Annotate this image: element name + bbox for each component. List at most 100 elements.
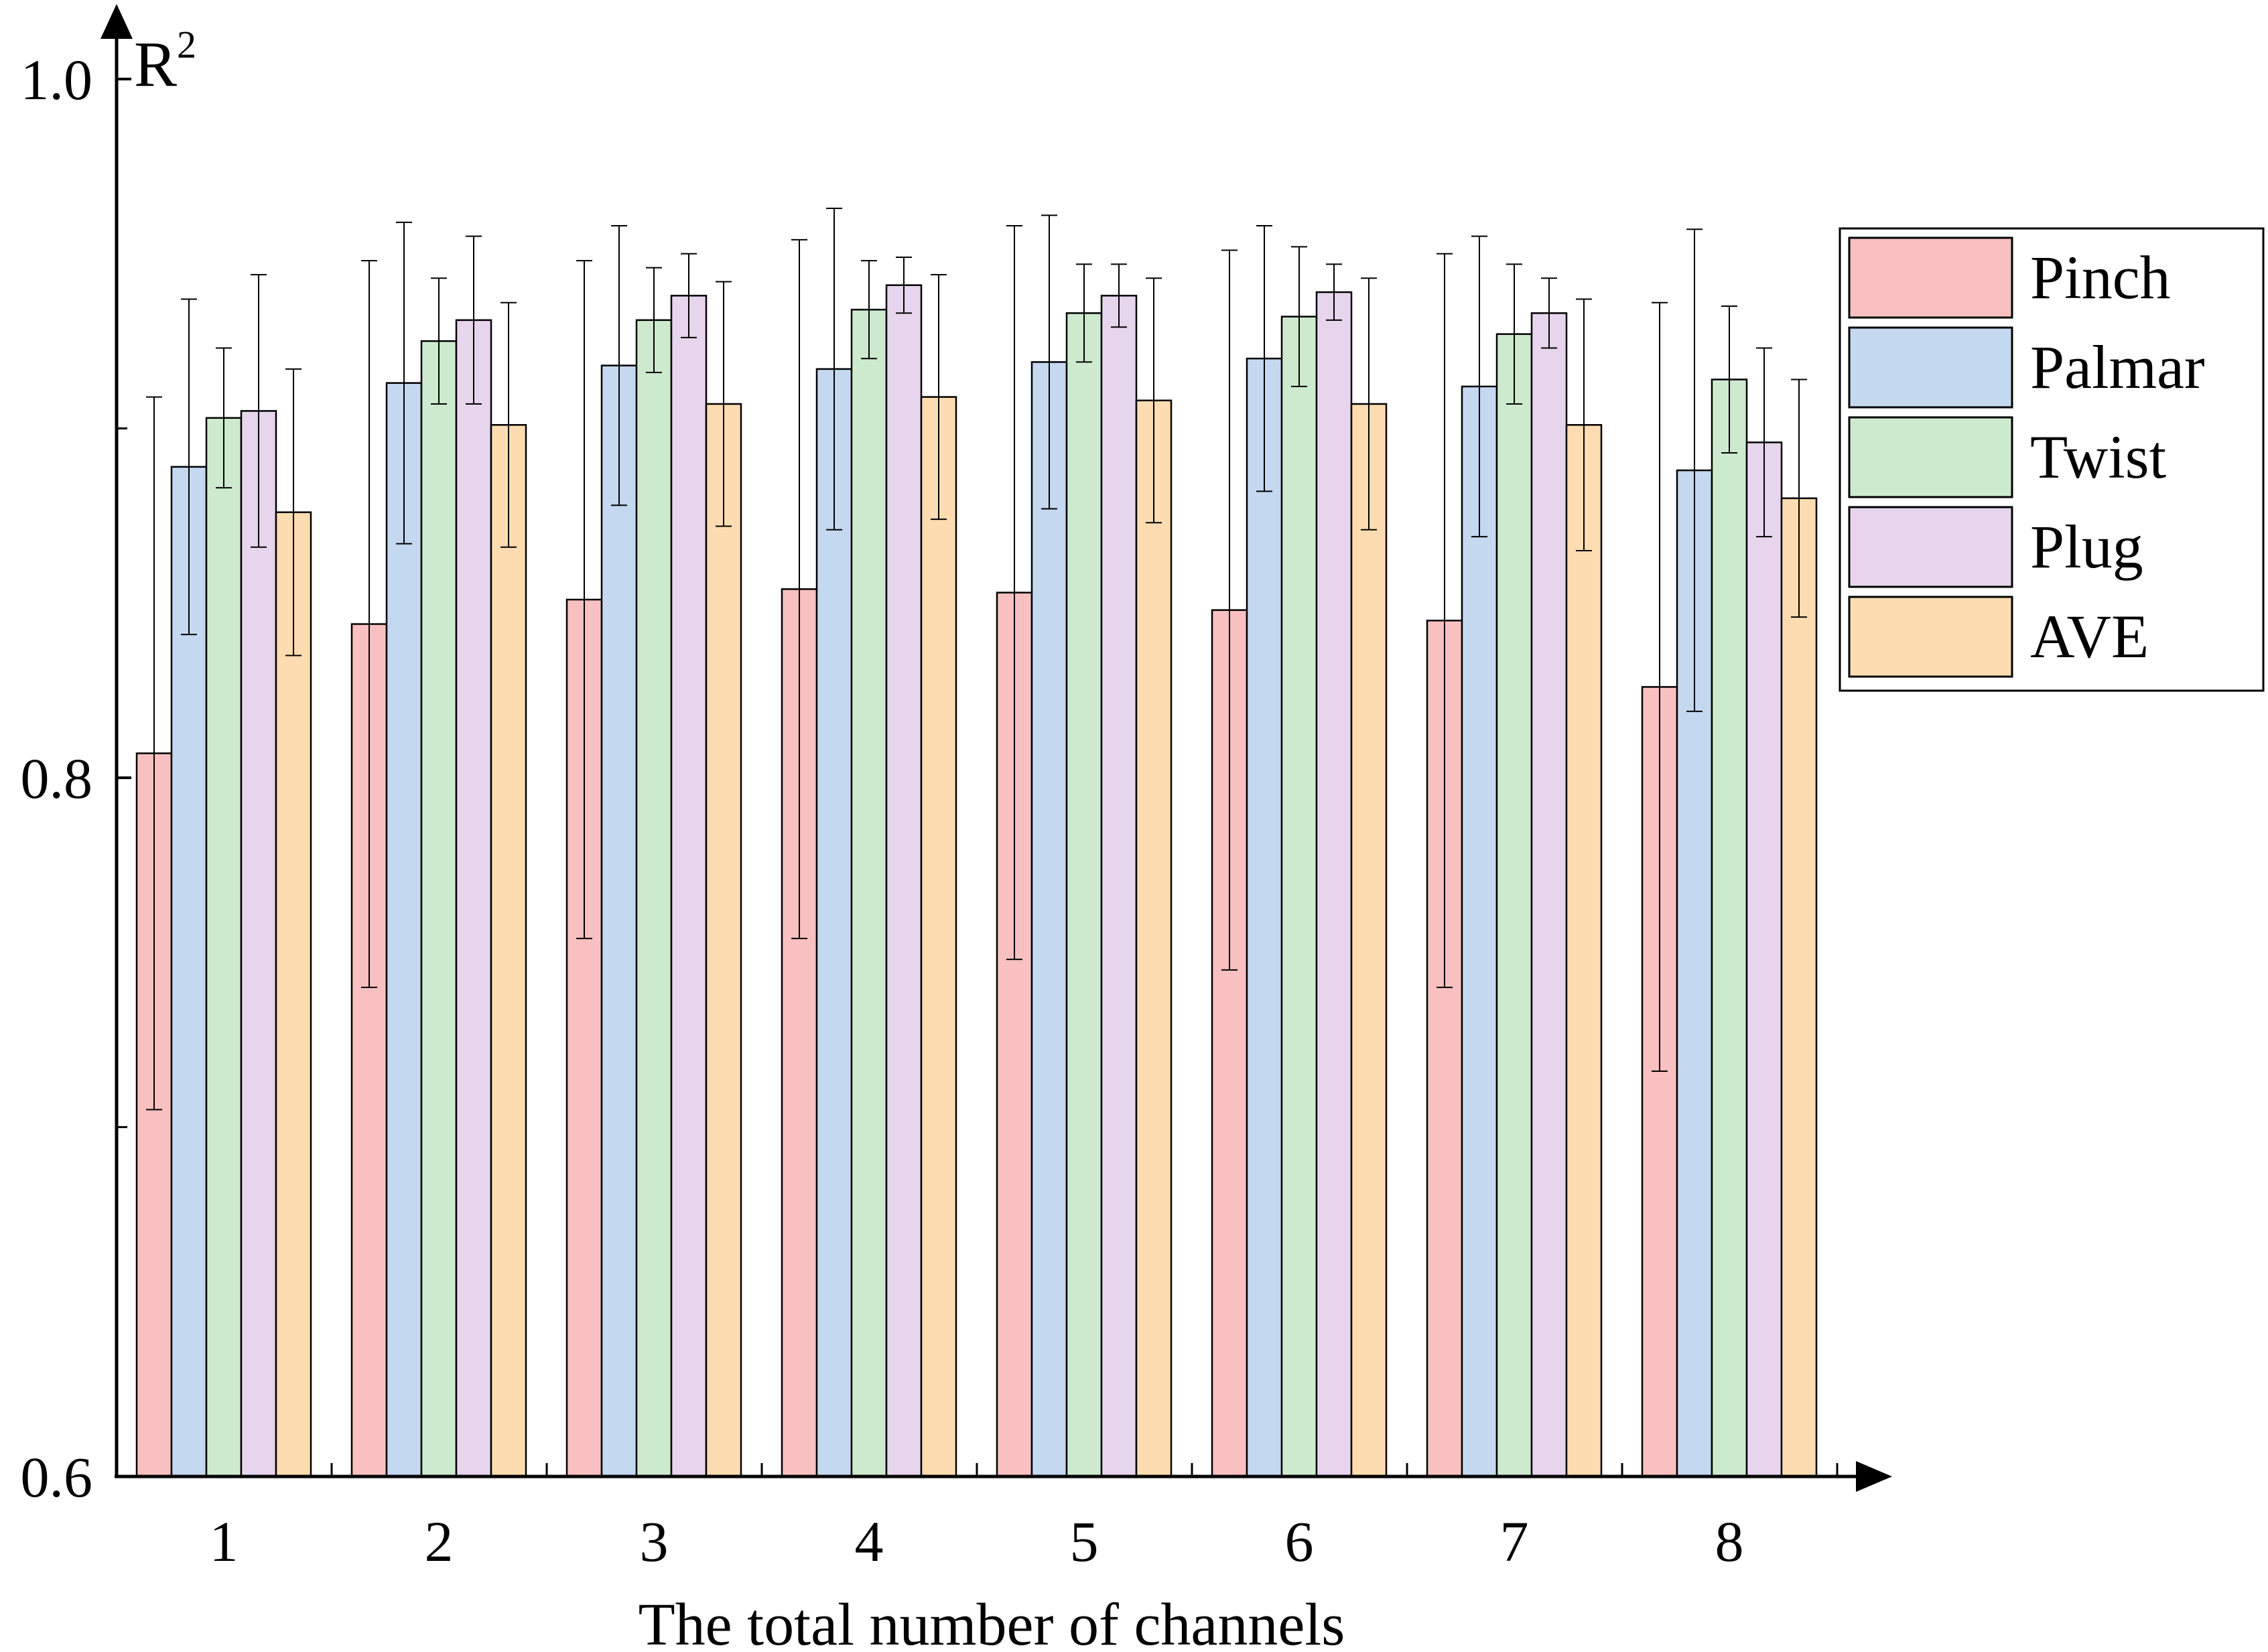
bar-palmar-5 xyxy=(1030,361,1068,1478)
error-bar-palmar-3 xyxy=(611,225,627,506)
y-ticks: 0.6 0.8 1.0 xyxy=(21,48,131,1509)
y-axis-arrow-icon xyxy=(101,4,133,39)
bar-palmar-3 xyxy=(600,364,638,1478)
error-bar-plug-4 xyxy=(896,256,912,314)
legend-swatch-ave xyxy=(1848,596,2013,678)
bar-ave-6 xyxy=(1350,403,1388,1478)
bar-palmar-2 xyxy=(385,382,423,1478)
error-bar-ave-4 xyxy=(931,274,947,521)
error-bar-twist-1 xyxy=(216,347,232,489)
error-bar-palmar-1 xyxy=(181,298,197,636)
error-bar-palmar-8 xyxy=(1686,228,1703,712)
error-bar-plug-5 xyxy=(1111,263,1127,328)
error-bar-ave-1 xyxy=(285,368,302,657)
x-tick-label: 2 xyxy=(425,1509,454,1574)
x-ticks: 1 2 3 4 5 6 7 8 xyxy=(210,1463,1839,1574)
error-bar-pinch-8 xyxy=(1652,301,1668,1073)
bars-layer xyxy=(135,284,1818,1478)
x-tick-label: 4 xyxy=(855,1509,884,1574)
x-tick-label: 8 xyxy=(1715,1509,1744,1574)
error-bar-pinch-3 xyxy=(576,260,592,939)
bar-ave-4 xyxy=(920,396,957,1478)
y-tick-label: 1.0 xyxy=(21,48,93,112)
x-tick-label: 1 xyxy=(210,1509,239,1574)
bar-plug-1 xyxy=(240,410,277,1478)
error-bar-ave-8 xyxy=(1791,378,1807,618)
legend-label-pinch: Pinch xyxy=(2030,243,2171,312)
bar-plug-2 xyxy=(455,319,492,1478)
error-bar-twist-7 xyxy=(1506,263,1522,405)
error-bar-pinch-5 xyxy=(1006,225,1022,961)
y-axis-title: R2 xyxy=(134,23,196,100)
legend-label-twist: Twist xyxy=(2030,423,2167,491)
bar-twist-1 xyxy=(205,417,243,1478)
bar-ave-1 xyxy=(275,511,312,1478)
bar-plug-8 xyxy=(1745,441,1783,1478)
x-axis-title: The total number of channels xyxy=(639,1592,1345,1652)
bar-plug-3 xyxy=(670,295,708,1478)
bar-twist-7 xyxy=(1495,333,1533,1478)
error-bar-ave-2 xyxy=(501,301,517,548)
bar-twist-8 xyxy=(1711,378,1748,1478)
error-bar-ave-7 xyxy=(1576,298,1592,552)
error-bar-twist-5 xyxy=(1076,263,1092,363)
legend-swatch-plug xyxy=(1848,506,2013,588)
legend-label-ave: AVE xyxy=(2030,602,2149,671)
error-bar-plug-2 xyxy=(466,235,482,405)
error-bar-ave-6 xyxy=(1361,277,1377,531)
bar-palmar-4 xyxy=(815,368,853,1478)
error-bar-plug-3 xyxy=(681,253,697,338)
y-axis-title-base: R xyxy=(134,28,177,100)
y-tick-label: 0.8 xyxy=(21,746,93,811)
bar-ave-7 xyxy=(1565,424,1603,1478)
error-bar-twist-3 xyxy=(646,267,662,374)
error-bar-pinch-1 xyxy=(146,396,162,1111)
error-bar-twist-2 xyxy=(431,277,447,405)
axes xyxy=(101,4,1892,1492)
x-tick-label: 6 xyxy=(1285,1509,1314,1574)
bar-plug-7 xyxy=(1530,312,1568,1478)
bar-plug-5 xyxy=(1100,295,1138,1478)
error-bar-palmar-2 xyxy=(396,221,412,545)
legend: Pinch Palmar Twist Plug AVE xyxy=(1839,227,2265,692)
y-axis-title-superscript: 2 xyxy=(177,23,196,66)
bar-ave-8 xyxy=(1780,497,1818,1478)
x-tick-label: 7 xyxy=(1500,1509,1529,1574)
bar-twist-3 xyxy=(635,319,673,1478)
y-tick-label: 0.6 xyxy=(21,1445,93,1509)
error-bar-pinch-7 xyxy=(1437,253,1453,988)
bar-plug-6 xyxy=(1315,291,1353,1478)
error-bar-palmar-6 xyxy=(1256,225,1272,492)
bar-palmar-7 xyxy=(1461,385,1498,1478)
legend-label-palmar: Palmar xyxy=(2030,333,2205,401)
x-tick-label: 5 xyxy=(1070,1509,1099,1574)
legend-swatch-palmar xyxy=(1848,326,2013,409)
error-bar-pinch-6 xyxy=(1221,249,1238,971)
legend-label-plug: Plug xyxy=(2030,512,2143,581)
error-bar-palmar-7 xyxy=(1471,235,1487,538)
error-bar-twist-6 xyxy=(1291,246,1307,387)
error-bar-plug-7 xyxy=(1541,277,1557,349)
bar-plug-4 xyxy=(885,284,923,1478)
error-bar-palmar-4 xyxy=(826,207,842,531)
error-bars-layer xyxy=(146,207,1807,1111)
bar-ave-3 xyxy=(705,403,742,1478)
legend-swatch-twist xyxy=(1848,416,2013,498)
error-bar-plug-6 xyxy=(1326,263,1342,321)
error-bar-plug-1 xyxy=(251,274,267,548)
error-bar-pinch-4 xyxy=(791,238,807,939)
bar-twist-4 xyxy=(850,308,888,1478)
x-tick-label: 3 xyxy=(640,1509,669,1574)
error-bar-twist-4 xyxy=(861,260,877,360)
error-bar-ave-5 xyxy=(1146,277,1162,524)
legend-swatch-pinch xyxy=(1848,236,2013,319)
bar-twist-5 xyxy=(1065,312,1103,1478)
error-bar-ave-3 xyxy=(716,281,732,527)
bar-twist-2 xyxy=(420,340,458,1478)
bar-ave-5 xyxy=(1135,399,1173,1478)
bar-ave-2 xyxy=(490,424,527,1478)
error-bar-palmar-5 xyxy=(1041,214,1057,510)
bar-twist-6 xyxy=(1280,316,1318,1478)
x-axis-arrow-icon xyxy=(1856,1461,1892,1492)
